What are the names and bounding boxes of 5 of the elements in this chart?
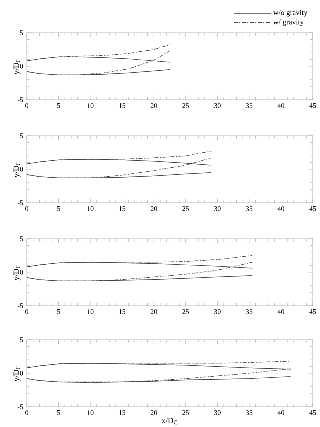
y-axis-title: y/D$_{C}$ <box>14 162 21 178</box>
y-axis-title: y/D$_{C}$ <box>14 265 21 281</box>
y-axis-title: y/D$_{C}$ <box>14 366 21 382</box>
x-axis-title: x/D$_{C}$ <box>162 418 178 425</box>
y-axis-title: y/D$_{C}$ <box>14 59 21 75</box>
